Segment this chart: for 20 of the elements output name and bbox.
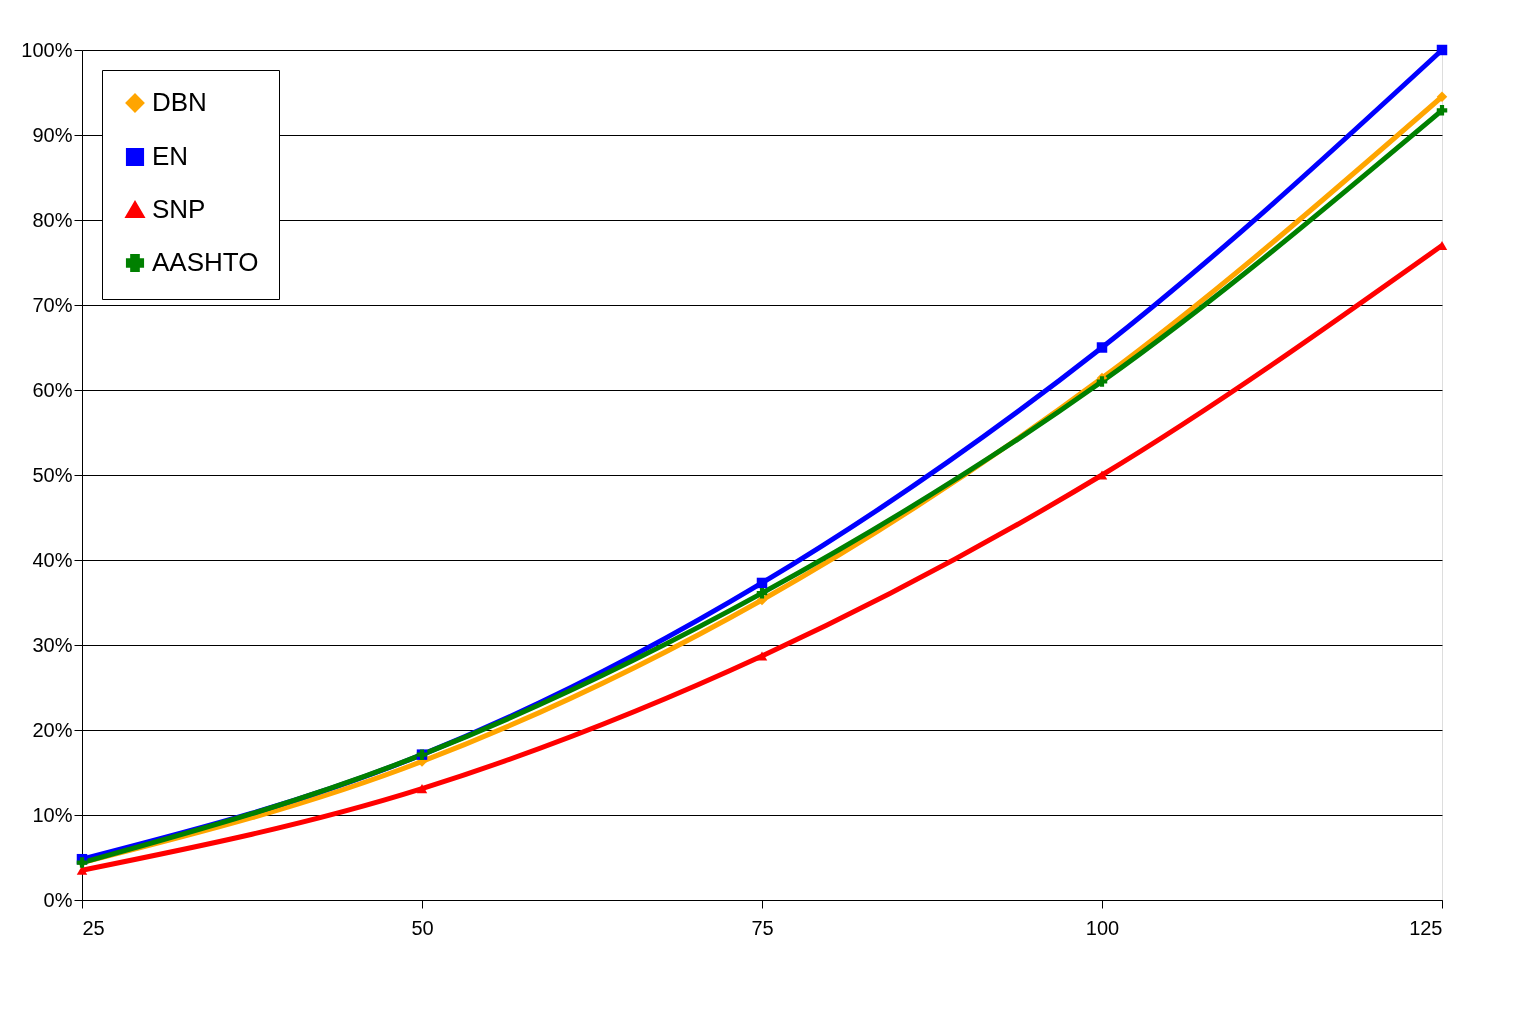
x-tick-label: 75: [751, 916, 774, 939]
legend-label: EN: [152, 141, 189, 171]
y-tick-label: 60%: [32, 378, 73, 401]
legend-label: AASHTO: [152, 247, 259, 277]
y-tick-label: 40%: [32, 548, 73, 571]
legend-label: DBN: [152, 87, 207, 117]
y-tick-label: 10%: [32, 803, 73, 826]
y-tick-label: 90%: [32, 123, 73, 146]
legend-label: SNP: [152, 194, 206, 224]
y-tick-label: 100%: [21, 38, 73, 61]
y-tick-label: 80%: [32, 208, 73, 231]
x-tick-label: 50: [411, 916, 434, 939]
y-tick-label: 50%: [32, 463, 73, 486]
y-tick-label: 30%: [32, 633, 73, 656]
y-tick-label: 0%: [43, 888, 73, 911]
y-tick-label: 70%: [32, 293, 73, 316]
x-tick-label: 125: [1409, 916, 1443, 939]
x-tick-label: 100: [1085, 916, 1120, 939]
y-tick-label: 20%: [32, 718, 73, 741]
x-tick-label: 25: [82, 916, 105, 939]
